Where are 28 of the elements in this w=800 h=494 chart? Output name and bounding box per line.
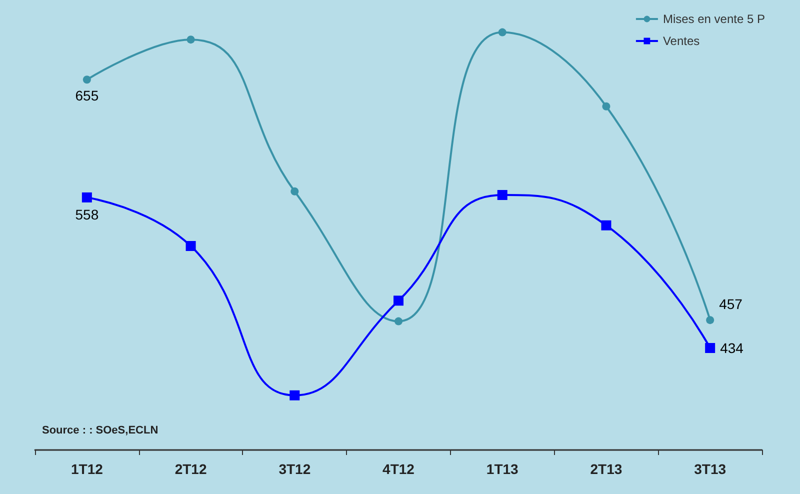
x-tick-label: 3T13 <box>694 461 726 477</box>
point <box>497 190 508 200</box>
x-tick-label: 2T12 <box>174 461 207 477</box>
point <box>602 102 610 110</box>
data-label: 558 <box>75 206 99 222</box>
point <box>82 192 92 202</box>
legend-label: Mises en vente 5 P <box>662 12 766 26</box>
source-note: Source : : SOeS,ECLN <box>42 424 158 436</box>
x-tick-label: 4T12 <box>382 461 415 477</box>
point <box>705 343 716 353</box>
x-tick-label: 3T12 <box>278 461 311 477</box>
x-tick-label: 2T13 <box>590 461 622 477</box>
point <box>82 76 91 84</box>
point <box>498 28 506 36</box>
point <box>186 241 196 251</box>
point <box>706 316 714 324</box>
point <box>186 36 195 44</box>
point <box>290 187 299 196</box>
point <box>290 390 300 400</box>
x-tick-label: 1T12 <box>70 461 104 477</box>
legend-label: Ventes <box>662 34 700 48</box>
x-tick-label: 1T13 <box>486 461 519 477</box>
data-label: 457 <box>719 296 743 312</box>
point <box>394 296 404 306</box>
data-label: 655 <box>75 88 99 104</box>
point <box>601 220 612 230</box>
data-label: 434 <box>720 340 744 356</box>
point <box>394 317 402 326</box>
